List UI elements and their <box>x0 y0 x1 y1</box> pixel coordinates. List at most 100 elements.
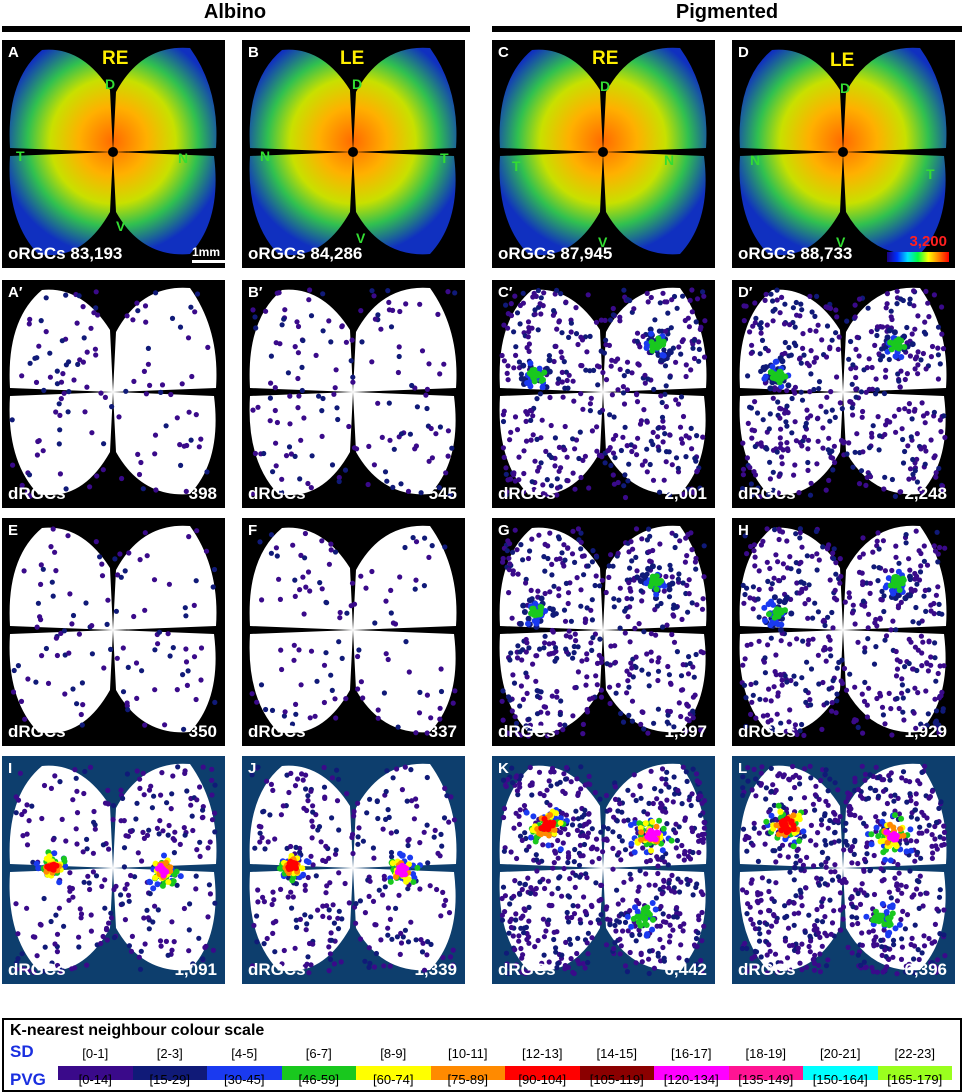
rgc-dot <box>383 651 389 657</box>
rgc-dot <box>500 555 506 562</box>
rgc-dot <box>890 937 897 943</box>
cluster-dot <box>643 922 650 928</box>
rgc-dot <box>331 391 337 397</box>
rgc-dot <box>692 559 698 565</box>
rgc-dot <box>873 376 879 382</box>
rgc-dot <box>822 813 828 819</box>
rgc-dot <box>902 664 908 670</box>
rgc-dot <box>115 572 121 578</box>
rgc-dot <box>873 644 879 650</box>
rgc-dot <box>525 319 532 325</box>
rgc-dot <box>402 764 408 770</box>
rgc-dot <box>512 714 518 720</box>
rgc-dot <box>307 588 313 594</box>
rgc-dot <box>556 586 562 592</box>
rgc-dot <box>137 785 143 791</box>
rgc-dot <box>674 905 680 911</box>
rgc-dot <box>359 339 365 345</box>
cluster-dot <box>289 862 296 869</box>
rgc-dot <box>207 839 213 845</box>
rgc-dot <box>626 461 632 467</box>
cluster-dot <box>300 871 307 878</box>
rgc-dot <box>912 366 918 372</box>
rgc-dot <box>73 826 79 832</box>
rgc-dot <box>571 398 577 404</box>
rgc-dot <box>577 842 583 848</box>
rgc-dot <box>285 894 291 900</box>
rgc-dot <box>128 948 134 954</box>
rgc-dot <box>521 803 528 809</box>
cluster-dot <box>779 358 786 365</box>
rgc-dot <box>859 930 865 936</box>
rgc-dot <box>386 814 392 820</box>
rgc-dot <box>682 559 688 565</box>
rgc-dot <box>446 819 452 825</box>
rgc-dot <box>753 315 759 321</box>
rgc-dot <box>408 767 414 773</box>
rgc-dot <box>339 916 345 922</box>
optic-nerve <box>838 147 848 157</box>
rgc-dot <box>790 774 796 780</box>
rgc-dot <box>572 884 578 890</box>
rgc-dot <box>683 769 689 775</box>
rgc-dot <box>137 776 143 782</box>
rgc-dot <box>877 357 883 363</box>
rgc-dot <box>893 429 899 435</box>
rgc-dot <box>624 387 630 393</box>
rgc-dot <box>526 940 532 946</box>
rgc-dot <box>838 573 844 579</box>
rgc-dot <box>505 363 511 369</box>
rgc-dot <box>689 309 695 315</box>
rgc-dot <box>625 817 631 823</box>
rgc-dot <box>172 829 178 835</box>
rgc-dot <box>534 868 540 874</box>
rgc-dot <box>776 473 782 479</box>
rgc-dot <box>521 470 527 477</box>
rgc-dot <box>749 492 755 498</box>
rgc-dot <box>570 528 576 534</box>
rgc-dot <box>680 413 687 420</box>
rgc-dot <box>397 574 403 580</box>
rgc-dot <box>882 374 889 380</box>
cluster-dot <box>528 834 534 841</box>
rgc-dot <box>625 296 631 303</box>
rgc-dot <box>527 764 533 771</box>
rgc-dot <box>321 784 328 790</box>
rgc-dot <box>774 297 780 303</box>
rgc-dot <box>800 638 806 644</box>
rgc-dot <box>928 608 934 614</box>
rgc-dot <box>796 775 803 781</box>
rgc-dot <box>669 631 675 638</box>
rgc-dot <box>74 320 80 326</box>
rgc-dot <box>566 894 572 900</box>
rgc-dot <box>823 864 829 870</box>
rgc-dot <box>594 682 600 688</box>
cluster-dot <box>289 877 296 884</box>
rgc-dot <box>512 947 518 953</box>
rgc-dot <box>426 361 432 367</box>
rgc-dot <box>570 436 576 442</box>
rgc-dot <box>140 770 146 776</box>
rgc-dot <box>506 930 512 936</box>
rgc-dot <box>878 866 884 872</box>
rgc-dot <box>858 962 864 968</box>
rgc-dot <box>813 328 819 334</box>
rgc-dot <box>272 836 278 842</box>
rgc-dot <box>909 416 915 422</box>
rgc-dot <box>519 837 525 843</box>
rgc-dot <box>540 482 546 488</box>
rgc-dot <box>820 445 826 451</box>
rgc-dot <box>915 362 921 368</box>
rgc-dot <box>748 916 754 923</box>
rgc-dot <box>744 889 750 896</box>
rgc-dot <box>41 387 47 393</box>
rgc-dot <box>570 969 576 975</box>
rgc-dot <box>22 716 28 722</box>
rgc-dot <box>622 963 629 969</box>
rgc-dot <box>615 387 621 393</box>
rgc-dot <box>852 314 858 320</box>
rgc-dot <box>307 715 313 721</box>
rgc-dot <box>622 472 628 478</box>
rgc-dot <box>504 548 510 554</box>
rgc-dot <box>866 685 872 691</box>
